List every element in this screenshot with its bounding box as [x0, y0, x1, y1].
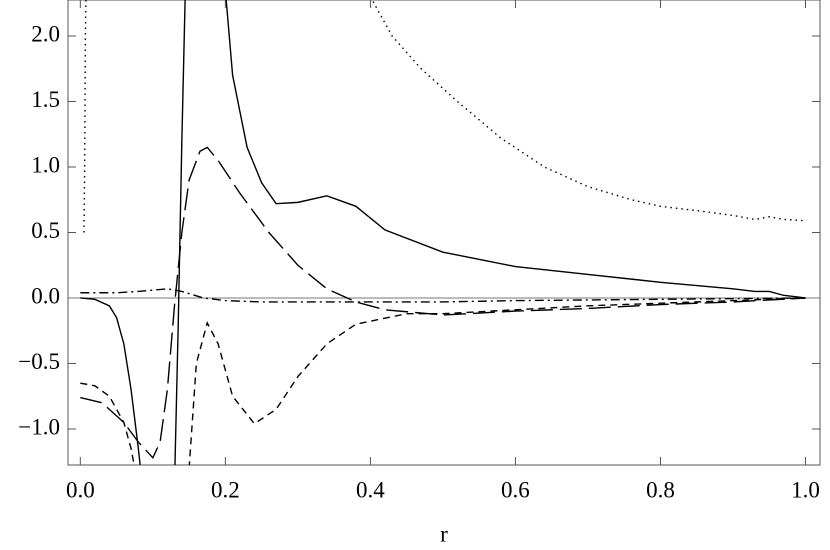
series-line	[80, 297, 806, 465]
y-tick-label: 1.0	[31, 152, 60, 177]
series-line	[83, 0, 806, 233]
x-tick-label: 1.0	[791, 477, 820, 502]
y-tick-label: −0.5	[18, 349, 60, 374]
y-tick-label: 1.5	[31, 87, 60, 112]
y-tick-label: 2.0	[31, 21, 60, 46]
series-line	[80, 288, 806, 303]
x-tick-label: 0.6	[501, 477, 530, 502]
x-axis-label: r	[440, 521, 448, 546]
y-tick-label: 0.0	[31, 283, 60, 308]
x-tick-label: 0.2	[211, 477, 240, 502]
plot-frame	[67, 0, 821, 466]
x-tick-label: 0.0	[66, 477, 95, 502]
y-tick-label: −1.0	[18, 414, 60, 439]
series-line	[80, 0, 806, 465]
y-tick-label: 0.5	[31, 218, 60, 243]
plot-area	[80, 0, 806, 465]
series-line	[80, 146, 806, 460]
x-tick-label: 0.4	[356, 477, 385, 502]
x-tick-label: 0.8	[646, 477, 675, 502]
